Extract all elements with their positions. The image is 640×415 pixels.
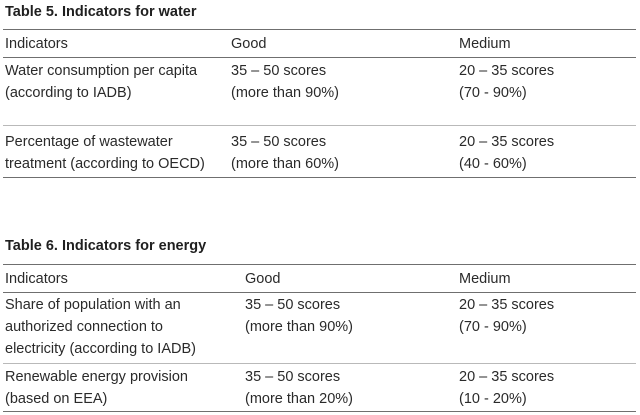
medium-range: (10 - 20%) xyxy=(459,391,527,407)
indicator-line: Share of population with an xyxy=(5,297,181,313)
indicator-line: authorized connection to xyxy=(5,319,163,335)
table-5-row-rule xyxy=(3,125,636,126)
table-5-row-2-indicator: Percentage of wastewater treatment (acco… xyxy=(5,131,205,175)
table-6-row-1-good: 35 – 50 scores (more than 90%) xyxy=(245,294,353,338)
good-range: (more than 90%) xyxy=(231,85,339,101)
table-6-row-1-medium: 20 – 35 scores (70 - 90%) xyxy=(459,294,554,338)
indicator-line: Water consumption per capita xyxy=(5,63,198,79)
medium-score: 20 – 35 scores xyxy=(459,134,555,150)
table-5-header-good: Good xyxy=(231,36,267,52)
table-6-row-2-medium: 20 – 35 scores (10 - 20%) xyxy=(459,366,554,410)
table-6-row-2-good: 35 – 50 scores (more than 20%) xyxy=(245,366,353,410)
medium-range: (40 - 60%) xyxy=(459,156,527,172)
good-range: (more than 90%) xyxy=(245,319,353,335)
table-6-bottom-rule xyxy=(3,411,636,412)
table-5-top-rule xyxy=(3,29,636,30)
table-5-bottom-rule xyxy=(3,177,636,178)
table-5-row-1-indicator: Water consumption per capita (according … xyxy=(5,60,197,104)
table-5-row-2-good: 35 – 50 scores (more than 60%) xyxy=(231,131,339,175)
good-score: 35 – 50 scores xyxy=(245,369,341,385)
table-6-row-1-indicator: Share of population with an authorized c… xyxy=(5,294,196,360)
medium-score: 20 – 35 scores xyxy=(459,297,555,313)
good-score: 35 – 50 scores xyxy=(231,63,327,79)
table-6-header-good: Good xyxy=(245,271,281,287)
good-score: 35 – 50 scores xyxy=(231,134,327,150)
indicator-line: (according to IADB) xyxy=(5,85,132,101)
table-6-header-rule xyxy=(3,292,636,293)
indicator-line: (based on EEA) xyxy=(5,391,108,407)
medium-range: (70 - 90%) xyxy=(459,85,527,101)
table-5-title: Table 5. Indicators for water xyxy=(5,4,197,20)
table-6-title: Table 6. Indicators for energy xyxy=(5,238,207,254)
table-6-row-rule xyxy=(3,363,636,364)
good-range: (more than 20%) xyxy=(245,391,353,407)
good-score: 35 – 50 scores xyxy=(245,297,341,313)
indicator-line: electricity (according to IADB) xyxy=(5,341,196,357)
table-5-row-2-medium: 20 – 35 scores (40 - 60%) xyxy=(459,131,554,175)
medium-score: 20 – 35 scores xyxy=(459,63,555,79)
table-6-top-rule xyxy=(3,264,636,265)
indicator-line: Percentage of wastewater xyxy=(5,134,173,150)
indicator-line: Renewable energy provision xyxy=(5,369,188,385)
table-5-row-1-medium: 20 – 35 scores (70 - 90%) xyxy=(459,60,554,104)
table-5-header-indicators: Indicators xyxy=(5,36,68,52)
table-5-header-rule xyxy=(3,57,636,58)
indicator-line: treatment (according to OECD) xyxy=(5,156,205,172)
table-6-header-medium: Medium xyxy=(459,271,511,287)
medium-range: (70 - 90%) xyxy=(459,319,527,335)
table-6-header-indicators: Indicators xyxy=(5,271,68,287)
table-5-header-medium: Medium xyxy=(459,36,511,52)
table-6-row-2-indicator: Renewable energy provision (based on EEA… xyxy=(5,366,188,410)
table-5-row-1-good: 35 – 50 scores (more than 90%) xyxy=(231,60,339,104)
medium-score: 20 – 35 scores xyxy=(459,369,555,385)
good-range: (more than 60%) xyxy=(231,156,339,172)
